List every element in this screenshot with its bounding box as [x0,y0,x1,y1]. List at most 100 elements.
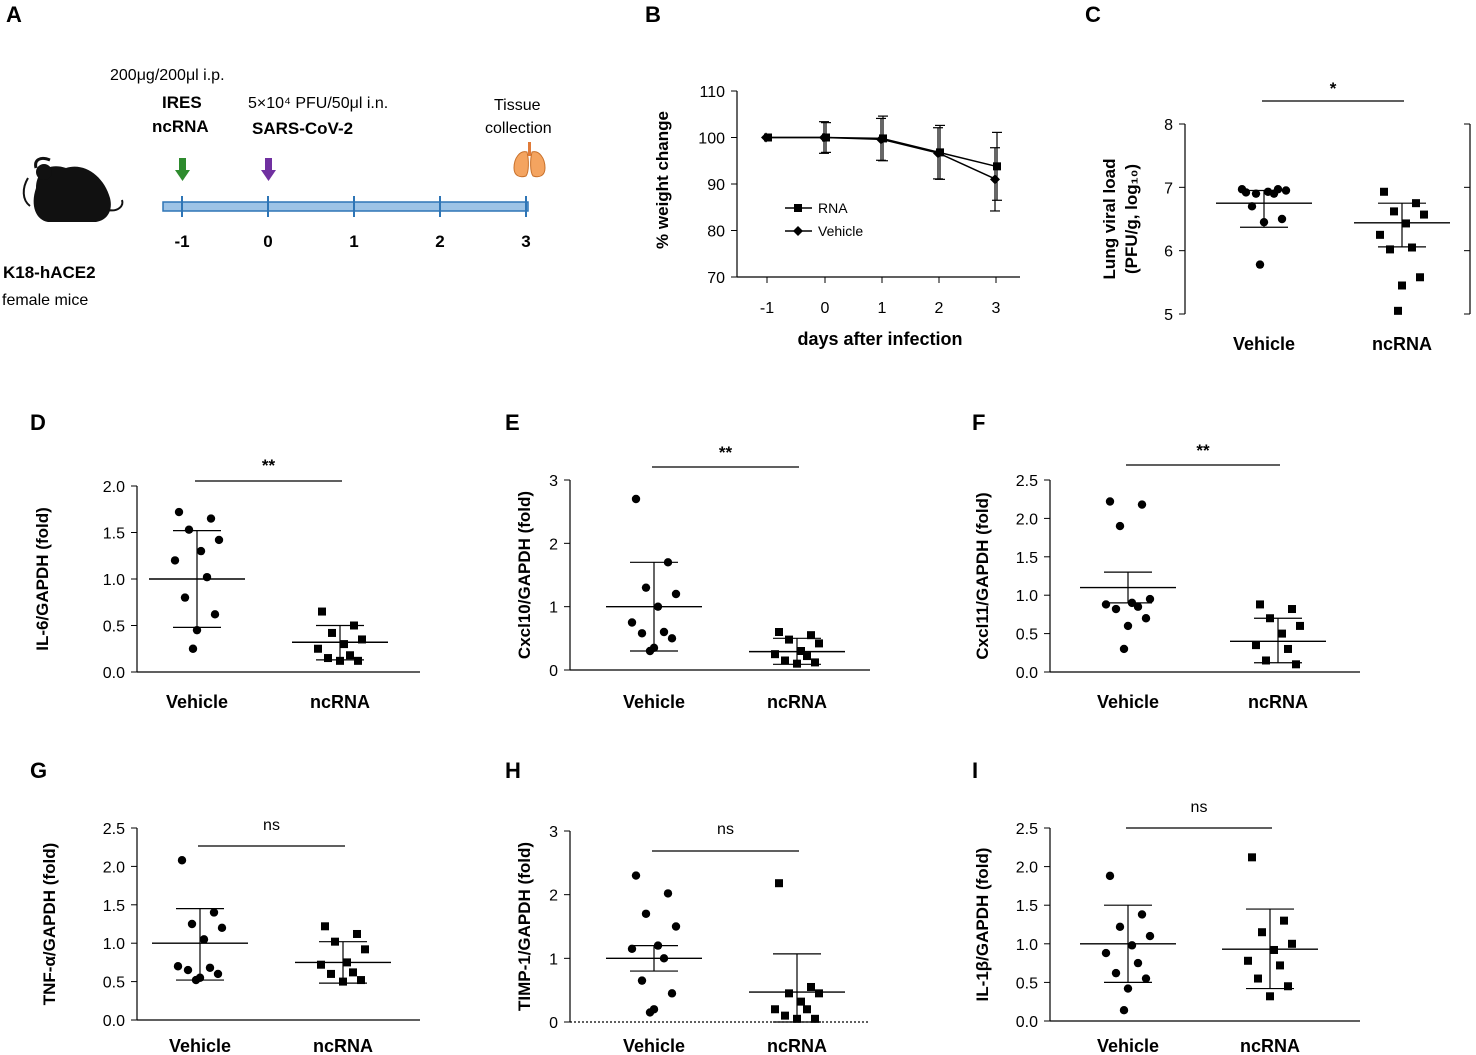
panel-i-point-vehicle [1145,931,1155,941]
panel-c-category-label: Vehicle [1233,334,1295,354]
panel-i-point-vehicle [1133,958,1143,968]
panel-i-ytick-label: 0.0 [1016,1014,1038,1031]
panel-i-point-ncrna [1284,982,1292,991]
panel-h-ylabel: TIMP-1/GAPDH (fold) [515,842,534,1011]
panel-h-chart: 0 1 2 3 TIMP-1/GAPDH (fold) ns Vehicle ncRNA [515,821,870,1055]
panel-c-ylabel: Lung viral load [1100,159,1119,280]
panel-i-point-ncrna [1288,939,1296,948]
panel-d-point-ncrna [324,654,332,663]
panel-i-ytick-label: 2.5 [1016,821,1038,838]
panel-e-point-vehicle [627,618,637,627]
panel-c-category-label: ncRNA [1372,334,1432,354]
panel-b-legend: RNA Vehicle [785,200,863,239]
panel-f-point-ncrna [1296,621,1304,630]
panel-b-weight-chart: % weight change days after infection RNA… [653,84,1020,349]
panel-c-point-vehicle [1277,214,1287,224]
panel-b-ytick-label: 100 [698,131,725,148]
panel-c-point-ncrna [1420,210,1428,219]
panel-f-ytick-label: 0.0 [1016,665,1038,682]
panel-g-point-vehicle [209,908,219,917]
panel-d-point-vehicle [202,572,212,582]
panel-d-point-vehicle [192,625,202,635]
panel-b-ylabel: % weight change [653,111,672,249]
panel-c-ylabel-units: (PFU/g, log₁₀) [1122,164,1141,274]
panel-h-ytick-label: 2 [549,888,558,905]
panel-b-point-vehicle [990,174,1000,185]
panel-g-point-ncrna [357,976,365,985]
panel-g-ylabel: TNF-α/GAPDH (fold) [40,843,59,1005]
panel-b-ytick-label: 90 [707,177,725,194]
panel-g-point-ncrna [327,969,335,978]
panel-h-point-ncrna [785,989,793,998]
panel-d-point-vehicle [196,546,206,556]
panel-d-point-ncrna [358,635,366,644]
panel-b-point-rna [993,162,1001,171]
panel-f-point-ncrna [1252,641,1260,650]
timeline-day-label: 0 [263,232,272,251]
panel-a-schematic: 200μg/200μl i.p. IRES ncRNA 5×10⁴ PFU/50… [2,67,552,309]
panel-e-category-label: Vehicle [623,692,685,712]
tissue-label-line2: collection [485,120,552,137]
panel-e-point-vehicle [667,634,677,643]
panel-g-ytick-label: 1.0 [103,936,125,953]
panel-h-point-vehicle [637,976,647,985]
panel-h-ytick-label: 0 [549,1015,558,1032]
panel-i-chart: 0.0 0.5 1.0 1.5 2.0 2.5 IL-1β/GAPDH (fold) ns Ve… [973,799,1360,1055]
panel-d-point-ncrna [336,656,344,665]
panel-i-point-ncrna [1270,945,1278,954]
legend-rna: RNA [818,200,848,216]
panel-e-point-vehicle [637,629,647,638]
timeline-day-label: 3 [521,232,530,251]
panel-e-point-ncrna [771,650,779,659]
panel-f-ytick-label: 2.0 [1016,511,1038,528]
panel-h-point-ncrna [807,982,815,991]
mouse-icon [22,156,124,222]
panel-g-point-ncrna [321,922,329,931]
panel-h-point-vehicle [667,989,677,998]
panel-f-category-label: Vehicle [1097,692,1159,712]
panel-f-ytick-label: 1.0 [1016,588,1038,605]
panel-e-ytick-label: 1 [549,600,558,617]
panel-f-point-ncrna [1262,656,1270,665]
panel-d-significance-label: ** [262,456,276,475]
panel-letter-i: I [972,758,978,783]
virus-label: SARS-CoV-2 [252,119,353,138]
panel-h-point-vehicle [663,889,673,898]
panel-e-significance-label: ** [719,443,733,462]
panel-c-point-ncrna [1416,273,1424,282]
panel-c-point-vehicle [1237,185,1247,194]
panel-h-point-ncrna [803,1005,811,1014]
panel-e-ytick-label: 2 [549,536,558,553]
timeline-ticks: -1 0 1 2 3 [174,196,531,251]
panel-g-ytick-label: 0.5 [103,975,125,992]
panel-letter-e: E [505,410,520,435]
panel-e-point-vehicle [671,589,681,599]
panel-letter-a: A [6,2,22,27]
panel-i-point-ncrna [1280,916,1288,925]
panel-letter-c: C [1085,2,1101,27]
panel-d-point-ncrna [328,628,336,637]
panel-i-point-ncrna [1248,853,1256,862]
panel-d-ytick-label: 0.5 [103,619,125,636]
panel-b-ytick-label: 110 [699,84,725,101]
panel-i-point-ncrna [1266,992,1274,1001]
panel-c-ytick-label: 5 [1164,307,1173,324]
panel-f-point-ncrna [1284,644,1292,653]
panel-g-point-vehicle [173,962,183,971]
panel-e-point-vehicle [641,583,651,592]
infection-arrow-icon [261,158,276,181]
panel-i-category-label: ncRNA [1240,1036,1300,1055]
panel-c-significance-label: * [1330,79,1337,98]
panel-e-point-ncrna [785,635,793,644]
panel-d-category-label: Vehicle [166,692,228,712]
panel-h-point-vehicle [671,922,681,931]
panel-i-point-vehicle [1137,910,1147,919]
panel-e-ylabel: Cxcl10/GAPDH (fold) [515,491,534,659]
panel-c-point-vehicle [1247,202,1257,211]
panel-d-point-ncrna [340,640,348,649]
panel-i-category-label: Vehicle [1097,1036,1159,1055]
panel-f-point-vehicle [1115,521,1125,531]
panel-d-point-vehicle [206,514,216,523]
treatment-label-line2: ncRNA [152,117,209,136]
